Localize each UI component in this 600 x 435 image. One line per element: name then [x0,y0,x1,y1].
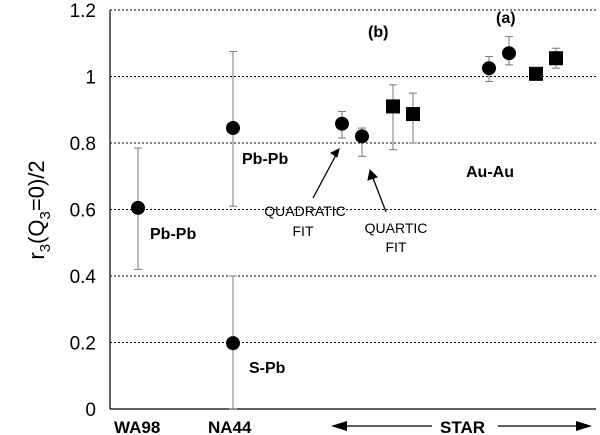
annotation-quadratic-line2: FIT [293,223,314,239]
annotation-panel-a: (a) [496,10,516,27]
data-point-square [386,99,400,114]
data-point-circle [355,129,369,144]
annotation-auau: Au-Au [466,164,514,181]
y-tick-label: 1 [85,68,96,89]
y-tick-labels: 0 0.2 0.4 0.6 0.8 1 1.2 [70,1,97,421]
y-tick-label: 0.2 [70,334,96,355]
grid-lines [110,9,596,343]
data-point-square [529,66,543,81]
star-range-arrow [331,421,592,431]
annotation-quartic-line1: QUARTIC [365,220,428,236]
y-tick-label: 0.4 [70,267,97,288]
quadratic-fit-arrow [312,148,340,199]
y-tick-label: 0 [85,400,96,421]
ylabel-sub2: 3 [37,211,54,219]
quartic-fit-arrow [367,168,387,213]
data-point-circle [131,200,145,215]
annotation-quartic-line2: FIT [386,239,407,255]
annotation-quadratic-line1: QUADRATIC [264,203,345,219]
x-label-wa98: WA98 [114,418,160,435]
data-points [131,36,563,410]
ylabel-r: r [24,252,49,259]
data-point-circle [226,121,240,136]
y-tick-label: 0.6 [70,201,96,222]
data-point-square [406,107,420,122]
y-tick-label: 0.8 [70,134,96,155]
y-axis-label: r3(Q3=0)/2 [24,160,54,259]
quadratic-arrow-shaft [312,154,337,199]
star-arrowhead-left [331,421,347,431]
quartic-arrow-shaft [372,177,387,213]
plot-frame [109,10,596,410]
data-point-square [549,51,563,66]
data-point-circle [226,336,240,351]
x-label-na44: NA44 [208,418,252,435]
annotation-pbpb-wa98: Pb-Pb [150,226,196,243]
quadratic-arrowhead [330,148,340,158]
data-point-circle [482,61,496,76]
star-arrowhead-right [576,421,592,431]
annotation-spb: S-Pb [249,360,286,377]
data-point-circle [502,46,516,61]
annotation-pbpb-na44: Pb-Pb [242,151,288,168]
annotation-panel-b: (b) [368,24,388,41]
data-point-circle [335,116,349,131]
quartic-arrowhead [367,168,378,181]
ylabel-open: (Q [24,219,49,243]
x-label-star: STAR [440,418,485,435]
y-tick-label: 1.2 [70,1,96,22]
ylabel-sub: 3 [37,244,54,252]
ylabel-rest: =0)/2 [24,160,49,211]
